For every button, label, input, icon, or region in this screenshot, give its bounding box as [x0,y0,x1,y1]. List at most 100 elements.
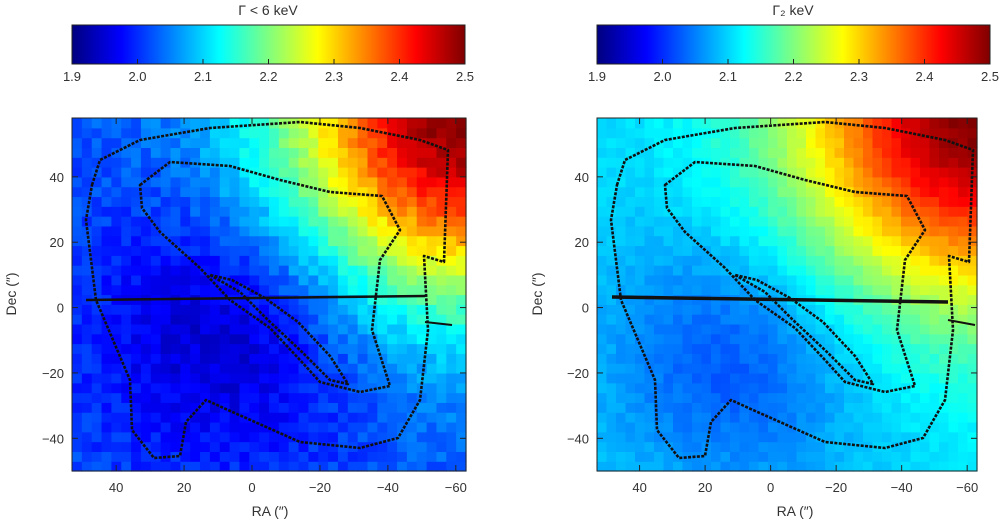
heatmap-cell [796,196,807,207]
heatmap-cell [796,216,807,227]
heatmap-cell [597,372,608,384]
heatmap-cell [150,392,162,403]
heatmap-cell [140,118,152,129]
heatmap-cell [920,343,931,354]
heatmap-cell [131,147,142,158]
heatmap-cell [616,225,627,237]
heatmap-cell [739,118,750,129]
heatmap-cell [397,323,408,335]
heatmap-cell [853,314,864,325]
heatmap-cell [160,118,172,129]
heatmap-cell [882,216,893,227]
heatmap-cell [318,441,329,452]
heatmap-cell [318,167,329,178]
heatmap-cell [625,323,636,335]
heatmap-cell [180,412,191,423]
heatmap-cell [170,225,181,237]
heatmap-cell [131,284,142,296]
heatmap-cell [219,176,231,188]
heatmap-cell [730,333,741,345]
heatmap-cell [387,176,398,188]
heatmap-cell [872,323,883,335]
heatmap-cell [308,176,319,188]
heatmap-cell [815,304,826,315]
heatmap-cell [901,167,912,178]
heatmap-cell [160,343,172,354]
heatmap-cell [929,421,940,433]
heatmap-cell [288,284,300,296]
heatmap-cell [796,314,807,325]
y-tick-label: −40 [42,431,64,446]
heatmap-cell [416,333,428,345]
heatmap-cell [739,382,750,394]
heatmap-cell [720,304,731,315]
heatmap-cell [239,372,250,384]
heatmap-cell [701,323,712,335]
heatmap-cell [111,421,122,433]
heatmap-cell [436,157,447,168]
heatmap-cell [891,235,902,247]
heatmap-cell [967,412,978,423]
heatmap-cell [406,137,418,149]
heatmap-cell [929,441,940,452]
heatmap-cell [81,284,93,296]
heatmap-cell [229,421,241,433]
heatmap-cell [692,245,703,256]
heatmap-cell [815,157,826,168]
heatmap-cell [239,461,250,472]
heatmap-cell [318,412,329,423]
heatmap-cell [834,137,845,149]
heatmap-cell [825,372,836,384]
heatmap-cell [150,265,162,276]
heatmap-cell [920,372,931,384]
heatmap-cell [259,451,270,462]
heatmap-cell [692,127,703,139]
heatmap-cell [806,392,817,403]
heatmap-cell [967,431,978,443]
heatmap-cell [853,274,864,286]
heatmap-cell [318,353,329,364]
heatmap-cell [190,225,201,237]
heatmap-cell [229,245,241,256]
heatmap-cell [377,245,388,256]
heatmap-cell [367,353,378,364]
heatmap-cell [219,167,231,178]
heatmap-cell [929,461,940,472]
heatmap-cell [111,372,122,384]
heatmap-cell [229,118,241,129]
heatmap-cell [131,333,142,345]
heatmap-cell [269,255,280,266]
heatmap-cell [939,314,950,325]
heatmap-cell [200,127,211,139]
heatmap-cell [872,451,883,462]
heatmap-cell [635,127,646,139]
heatmap-cell [426,372,438,384]
heatmap-cell [815,137,826,149]
heatmap-cell [160,206,172,217]
heatmap-cell [229,441,241,452]
heatmap-cell [91,314,103,325]
heatmap-cell [219,245,231,256]
heatmap-cell [701,235,712,247]
heatmap-cell [200,245,211,256]
heatmap-cell [209,343,221,354]
heatmap-cell [328,412,339,423]
heatmap-cell [91,147,103,158]
heatmap-cell [825,274,836,286]
heatmap-cell [920,118,931,129]
heatmap-cell [749,255,760,266]
heatmap-cell [958,186,969,198]
heatmap-cell [739,402,750,413]
contour-overlay [84,120,450,460]
heatmap-cell [298,392,309,403]
heatmap-cell [337,451,349,462]
heatmap-cell [768,382,779,394]
heatmap-cell [406,176,418,188]
heatmap-cell [948,372,959,384]
heatmap-cell [446,431,457,443]
heatmap-cell [131,167,142,178]
heatmap-cell [426,304,438,315]
heatmap-cell [730,461,741,472]
heatmap-cell [901,412,912,423]
heatmap-cell [121,402,132,413]
